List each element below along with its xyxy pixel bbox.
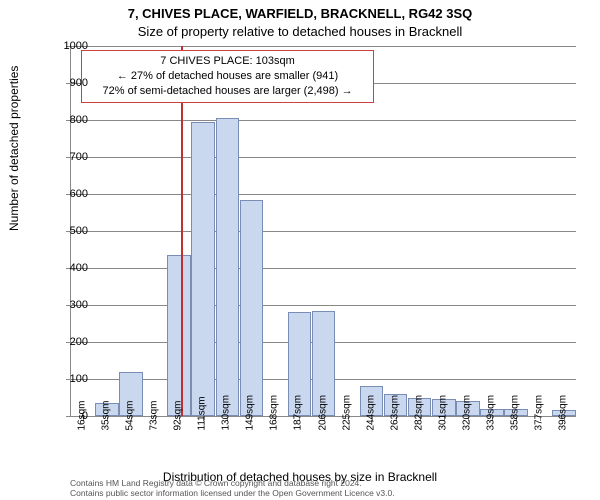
ytick-label: 200 <box>48 336 88 348</box>
gridline <box>71 120 576 121</box>
ytick-label: 500 <box>48 225 88 237</box>
histogram-bar <box>240 200 264 416</box>
annotation-line1: 7 CHIVES PLACE: 103sqm <box>88 54 367 69</box>
y-axis-label: Number of detached properties <box>7 66 21 231</box>
gridline <box>71 46 576 47</box>
copyright-notice: Contains HM Land Registry data © Crown c… <box>70 479 395 499</box>
gridline <box>71 231 576 232</box>
ytick-label: 1000 <box>48 40 88 52</box>
page-subtitle: Size of property relative to detached ho… <box>0 24 600 39</box>
ytick-label: 800 <box>48 114 88 126</box>
page-title-address: 7, CHIVES PLACE, WARFIELD, BRACKNELL, RG… <box>0 6 600 21</box>
histogram-bar <box>216 118 240 416</box>
annotation-box: 7 CHIVES PLACE: 103sqm← 27% of detached … <box>81 50 374 103</box>
copyright-line2: Contains public sector information licen… <box>70 489 395 499</box>
ytick-label: 100 <box>48 373 88 385</box>
histogram-bar <box>191 122 215 416</box>
ytick-label: 300 <box>48 299 88 311</box>
gridline <box>71 268 576 269</box>
annotation-line3: 72% of semi-detached houses are larger (… <box>88 84 367 99</box>
histogram-bar <box>167 255 191 416</box>
ytick-label: 600 <box>48 188 88 200</box>
ytick-label: 700 <box>48 151 88 163</box>
ytick-label: 400 <box>48 262 88 274</box>
ytick-label: 900 <box>48 77 88 89</box>
histogram-plot: 7 CHIVES PLACE: 103sqm← 27% of detached … <box>70 46 576 417</box>
gridline <box>71 194 576 195</box>
gridline <box>71 305 576 306</box>
gridline <box>71 157 576 158</box>
annotation-line2: ← 27% of detached houses are smaller (94… <box>88 69 367 84</box>
